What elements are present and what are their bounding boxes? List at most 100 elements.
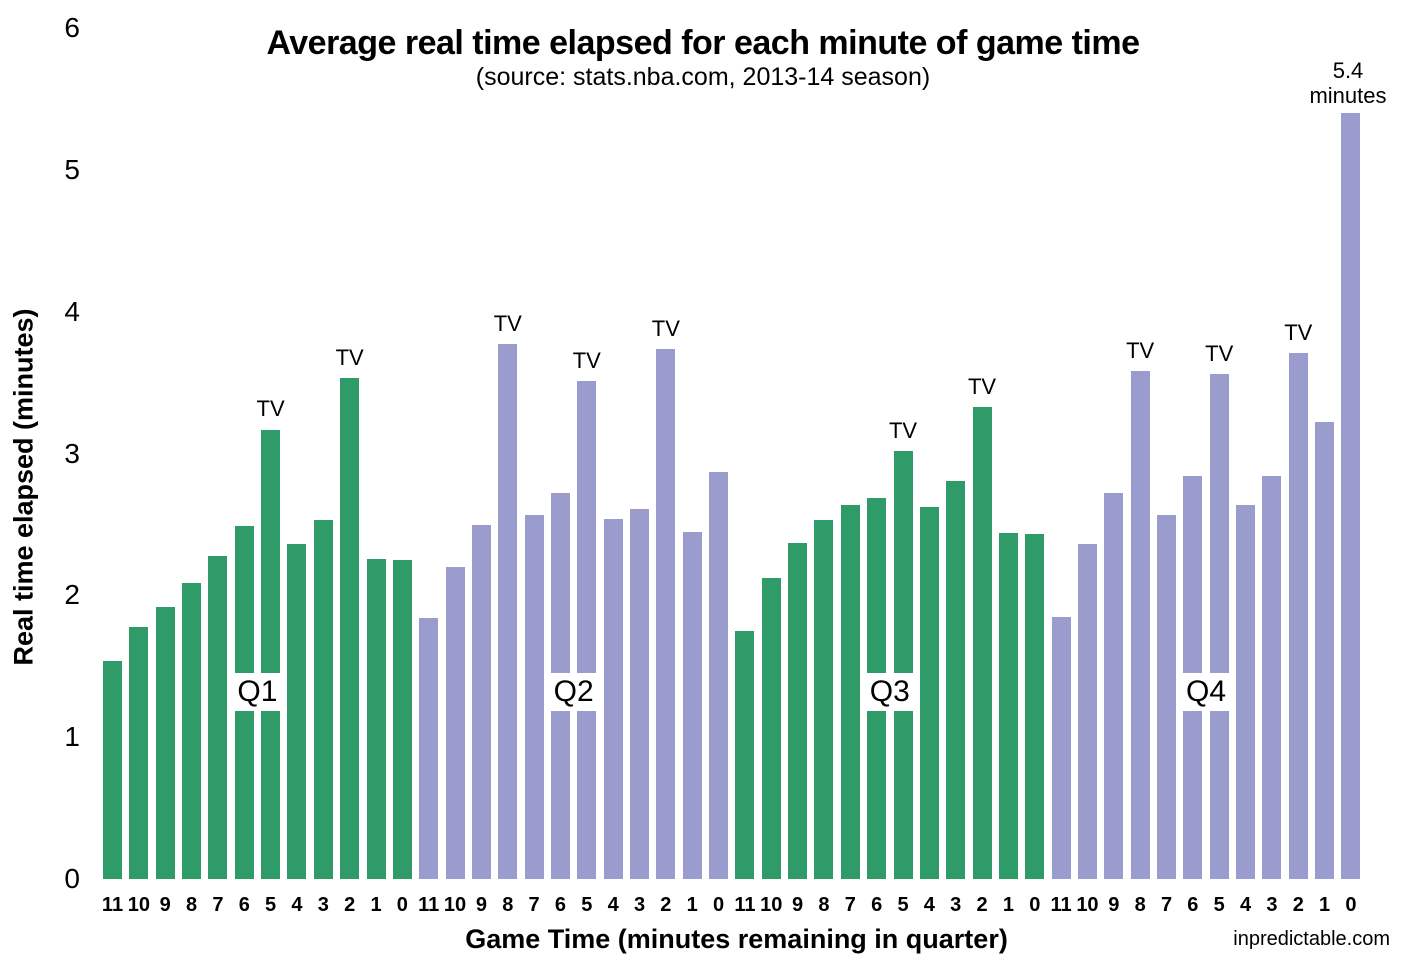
x-tick-label: 4 bbox=[1239, 894, 1252, 916]
x-tick-label: 0 bbox=[1029, 894, 1041, 916]
y-axis-title: Real time elapsed (minutes) bbox=[8, 308, 39, 666]
bar-q3-min1 bbox=[998, 533, 1018, 879]
bar-q2-min0 bbox=[709, 472, 729, 879]
bar-q2-min1 bbox=[682, 531, 702, 879]
x-tick-label: 10 bbox=[443, 894, 467, 916]
bar-q3-min8 bbox=[814, 520, 834, 879]
bar-q3-min4 bbox=[919, 507, 939, 879]
peak-value-line1: 5.4 bbox=[1332, 58, 1364, 83]
x-tick-label: 1 bbox=[686, 894, 698, 916]
bar-q4-min5 bbox=[1209, 374, 1229, 879]
quarter-label-q1: Q1 bbox=[229, 673, 286, 711]
bar-q1-min3 bbox=[313, 520, 333, 879]
bar-q2-min9 bbox=[471, 524, 491, 879]
tv-timeout-label: TV bbox=[888, 417, 918, 443]
x-tick-label: 6 bbox=[1187, 894, 1199, 916]
x-tick-label: 3 bbox=[317, 894, 329, 916]
bar-q4-min3 bbox=[1262, 476, 1282, 879]
x-axis-title: Game Time (minutes remaining in quarter) bbox=[465, 924, 1008, 954]
bar-q1-min11 bbox=[103, 660, 122, 879]
bar-q1-min4 bbox=[287, 544, 307, 879]
tv-timeout-label: TV bbox=[1205, 341, 1234, 367]
x-tick-label: 0 bbox=[712, 894, 725, 916]
y-tick-label: 2 bbox=[64, 579, 80, 611]
x-tick-label: 7 bbox=[844, 894, 856, 916]
tv-timeout-label: TV bbox=[493, 311, 522, 337]
x-tick-label: 9 bbox=[159, 894, 171, 916]
x-tick-label: 1 bbox=[1002, 894, 1014, 916]
bar-q4-min7 bbox=[1157, 514, 1176, 879]
watermark-link[interactable]: inpredictable.com bbox=[1233, 928, 1390, 950]
y-tick-label: 1 bbox=[64, 721, 80, 753]
x-tick-label: 4 bbox=[291, 894, 303, 916]
y-tick-label: 0 bbox=[64, 863, 80, 894]
bar-q2-min5 bbox=[577, 381, 597, 879]
bar-q3-min11 bbox=[735, 630, 755, 879]
bar-q3-min5 bbox=[893, 450, 913, 879]
bar-q4-min4 bbox=[1236, 504, 1256, 879]
bar-q3-min7 bbox=[840, 504, 860, 879]
bar-q4-min1 bbox=[1315, 422, 1335, 879]
x-tick-label: 7 bbox=[212, 894, 224, 916]
bar-q2-min10 bbox=[445, 567, 465, 879]
x-tick-label: 9 bbox=[1108, 894, 1120, 916]
plot-area: TV TV TV TV TV TV TV TV TV TV bbox=[103, 0, 1383, 879]
x-tick-label: 0 bbox=[1345, 894, 1357, 916]
x-tick-label: 6 bbox=[871, 894, 883, 916]
x-tick-label: 2 bbox=[976, 894, 988, 916]
x-tick-label: 8 bbox=[818, 894, 830, 916]
x-tick-label: 10 bbox=[1076, 894, 1099, 916]
x-tick-label: 1 bbox=[370, 894, 382, 916]
bar-q1-min7 bbox=[208, 555, 228, 879]
bar-q4-min9 bbox=[1104, 493, 1124, 879]
bar-q3-min10 bbox=[761, 578, 781, 879]
x-tick-label: 9 bbox=[792, 894, 804, 916]
x-tick-label: 5 bbox=[581, 894, 593, 916]
bar-q1-min9 bbox=[155, 606, 175, 879]
x-tick-label: 4 bbox=[607, 894, 619, 916]
bar-q4-min10 bbox=[1077, 544, 1097, 879]
x-tick-label: 10 bbox=[760, 894, 783, 916]
x-tick-label: 3 bbox=[633, 894, 646, 916]
x-tick-label: 10 bbox=[127, 894, 150, 916]
bar-q2-min3 bbox=[630, 508, 649, 879]
x-tick-label: 11 bbox=[1050, 894, 1072, 916]
x-tick-label: 4 bbox=[923, 894, 935, 916]
x-tick-label: 5 bbox=[897, 894, 909, 916]
x-tick-label: 11 bbox=[734, 894, 756, 916]
tv-timeout-label: TV bbox=[335, 345, 364, 371]
bar-q3-min3 bbox=[946, 480, 966, 879]
x-tick-label: 2 bbox=[344, 894, 356, 916]
x-tick-label: 8 bbox=[502, 894, 514, 916]
x-tick-label: 9 bbox=[475, 894, 487, 916]
x-tick-label: 7 bbox=[1160, 894, 1173, 916]
bar-q4-min8 bbox=[1130, 371, 1150, 879]
x-tick-label: 6 bbox=[554, 894, 566, 916]
bar-q2-min7 bbox=[524, 514, 544, 879]
x-tick-label: 8 bbox=[185, 894, 198, 916]
bar-q2-min4 bbox=[603, 518, 623, 879]
bar-q3-min2 bbox=[972, 406, 992, 879]
bar-q2-min2 bbox=[656, 348, 676, 879]
y-tick-label: 5 bbox=[64, 154, 80, 185]
quarter-label-q4: Q4 bbox=[1178, 673, 1235, 711]
tv-timeout-label: TV bbox=[651, 315, 680, 341]
bar-q3-min0 bbox=[1025, 534, 1045, 879]
bar-q1-min2 bbox=[340, 378, 360, 879]
x-tick-label: 2 bbox=[660, 894, 672, 916]
x-tick-label: 8 bbox=[1134, 894, 1146, 916]
quarter-label-q3: Q3 bbox=[861, 673, 918, 711]
bar-q4-min0 bbox=[1341, 113, 1361, 879]
tv-timeout-label: TV bbox=[1284, 319, 1313, 345]
bar-q1-min5 bbox=[261, 429, 281, 879]
bar-q4-min11 bbox=[1051, 616, 1071, 879]
x-tick-label: 2 bbox=[1292, 894, 1304, 916]
tv-timeout-label: TV bbox=[256, 396, 285, 422]
peak-value-line2: minutes bbox=[1309, 83, 1387, 108]
x-tick-label: 5 bbox=[1213, 894, 1225, 916]
tv-timeout-label: TV bbox=[1126, 338, 1155, 364]
tv-timeout-label: TV bbox=[572, 348, 601, 374]
x-tick-label: 3 bbox=[1266, 894, 1278, 916]
x-tick-label: 3 bbox=[950, 894, 962, 916]
bar-q2-min11 bbox=[419, 618, 439, 879]
